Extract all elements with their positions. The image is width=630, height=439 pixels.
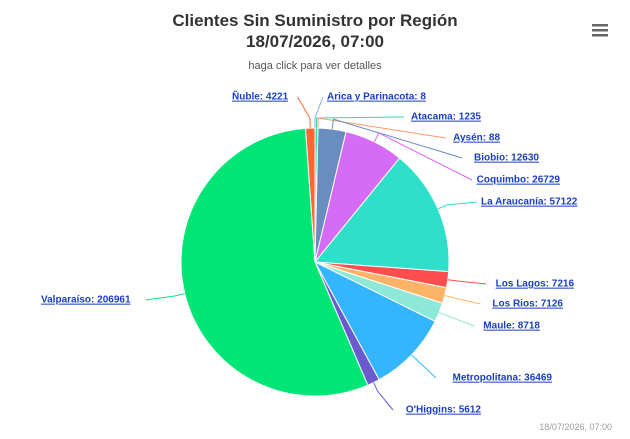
connector — [297, 96, 311, 129]
menu-button[interactable] — [592, 24, 608, 37]
menu-bar — [592, 29, 608, 32]
connector — [373, 132, 473, 181]
connector — [373, 382, 394, 411]
menu-bar — [592, 24, 608, 27]
data-label[interactable]: Maule: 8718 — [483, 321, 540, 332]
data-label[interactable]: Aysén: 88 — [453, 133, 500, 144]
connector — [145, 293, 185, 301]
data-label[interactable]: O'Higgins: 5612 — [406, 405, 482, 416]
chart-subtitle: haga click para ver detalles — [248, 60, 382, 72]
data-label[interactable]: La Araucanía: 57122 — [481, 197, 578, 208]
data-label[interactable]: Los Lagos: 7216 — [496, 279, 575, 290]
credits: 18/07/2026, 07:00 — [539, 422, 612, 432]
connector — [447, 279, 487, 285]
data-label[interactable]: Los Rios: 7126 — [492, 299, 563, 310]
data-label[interactable]: Ñuble: 4221 — [232, 90, 289, 103]
connector — [444, 295, 481, 305]
pie-slice[interactable]: Ñuble — [304, 127, 316, 263]
connector — [331, 118, 463, 159]
chart-title: 18/07/2026, 07:00 — [246, 32, 384, 51]
connector — [411, 354, 437, 379]
chart-title: Clientes Sin Suministro por Región — [172, 11, 457, 30]
pie-slice[interactable]: La Araucanía — [314, 157, 450, 273]
pie-slice[interactable]: Valparaíso — [180, 127, 369, 397]
data-label[interactable]: Coquimbo: 26729 — [477, 175, 561, 186]
connector — [315, 116, 405, 129]
data-label[interactable]: Atacama: 1235 — [411, 112, 481, 123]
connector — [314, 96, 324, 129]
data-label[interactable]: Arica y Parinacota: 8 — [327, 92, 426, 103]
data-label[interactable]: Valparaíso: 206961 — [41, 295, 131, 306]
menu-bar — [592, 34, 608, 37]
data-label[interactable]: Metropolitana: 36469 — [453, 373, 553, 384]
connector — [437, 201, 478, 210]
pie-slice[interactable]: Metropolitana — [313, 260, 436, 381]
connector — [438, 311, 475, 327]
data-label[interactable]: Biobio: 12630 — [474, 153, 539, 164]
connector — [317, 117, 446, 139]
